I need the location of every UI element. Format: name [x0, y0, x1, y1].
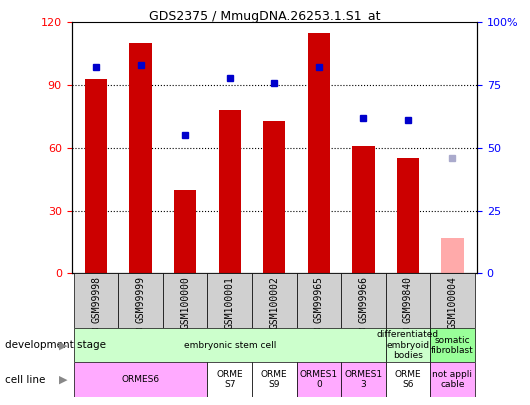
FancyBboxPatch shape	[430, 362, 475, 397]
Text: GDS2375 / MmugDNA.26253.1.S1_at: GDS2375 / MmugDNA.26253.1.S1_at	[149, 10, 381, 23]
FancyBboxPatch shape	[252, 362, 297, 397]
Text: ORMES6: ORMES6	[121, 375, 160, 384]
Text: ORMES1
3: ORMES1 3	[344, 370, 383, 389]
FancyBboxPatch shape	[297, 362, 341, 397]
FancyBboxPatch shape	[386, 362, 430, 397]
Text: GSM99965: GSM99965	[314, 276, 324, 323]
Text: GSM99840: GSM99840	[403, 276, 413, 323]
FancyBboxPatch shape	[430, 328, 475, 362]
Bar	[129, 43, 152, 273]
Bar	[441, 238, 464, 273]
Bar	[352, 146, 375, 273]
Text: somatic
fibroblast: somatic fibroblast	[431, 336, 474, 355]
Bar	[263, 121, 286, 273]
Text: development stage: development stage	[5, 341, 107, 350]
Text: ORMES1
0: ORMES1 0	[300, 370, 338, 389]
Text: differentiated
embryoid
bodies: differentiated embryoid bodies	[377, 330, 439, 360]
Text: ORME
S9: ORME S9	[261, 370, 288, 389]
FancyBboxPatch shape	[74, 273, 118, 328]
FancyBboxPatch shape	[341, 273, 386, 328]
Text: GSM99966: GSM99966	[358, 276, 368, 323]
FancyBboxPatch shape	[386, 328, 430, 362]
Text: GSM99999: GSM99999	[136, 276, 146, 323]
FancyBboxPatch shape	[430, 273, 475, 328]
Bar	[397, 158, 419, 273]
Text: GSM100000: GSM100000	[180, 276, 190, 329]
Text: not appli
cable: not appli cable	[432, 370, 472, 389]
Bar	[218, 110, 241, 273]
Text: GSM100004: GSM100004	[447, 276, 457, 329]
Text: GSM100001: GSM100001	[225, 276, 235, 329]
Text: ▶: ▶	[59, 341, 68, 350]
FancyBboxPatch shape	[74, 362, 207, 397]
FancyBboxPatch shape	[207, 362, 252, 397]
Bar	[308, 33, 330, 273]
FancyBboxPatch shape	[207, 273, 252, 328]
Text: cell line: cell line	[5, 375, 46, 385]
Text: ▶: ▶	[59, 375, 68, 385]
Bar	[174, 190, 196, 273]
Text: embryonic stem cell: embryonic stem cell	[183, 341, 276, 350]
Text: GSM100002: GSM100002	[269, 276, 279, 329]
FancyBboxPatch shape	[252, 273, 297, 328]
FancyBboxPatch shape	[341, 362, 386, 397]
Text: GSM99998: GSM99998	[91, 276, 101, 323]
FancyBboxPatch shape	[74, 328, 386, 362]
Bar	[85, 79, 107, 273]
FancyBboxPatch shape	[118, 273, 163, 328]
Text: ORME
S7: ORME S7	[216, 370, 243, 389]
FancyBboxPatch shape	[297, 273, 341, 328]
FancyBboxPatch shape	[163, 273, 207, 328]
Text: ORME
S6: ORME S6	[395, 370, 421, 389]
FancyBboxPatch shape	[386, 273, 430, 328]
